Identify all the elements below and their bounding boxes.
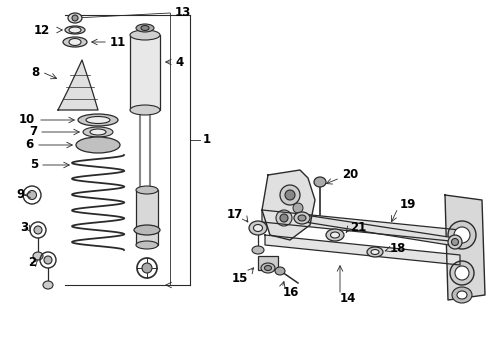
Text: 5: 5 (30, 158, 38, 171)
Ellipse shape (68, 13, 82, 23)
Text: 13: 13 (175, 6, 191, 19)
Ellipse shape (285, 190, 294, 200)
Ellipse shape (274, 267, 285, 275)
Bar (130, 35, 160, 110)
Ellipse shape (78, 114, 118, 126)
Text: 17: 17 (226, 208, 243, 221)
Text: 20: 20 (341, 168, 358, 181)
Text: 8: 8 (32, 66, 40, 78)
Ellipse shape (253, 225, 262, 231)
Polygon shape (305, 215, 454, 246)
Ellipse shape (65, 26, 85, 34)
Ellipse shape (34, 226, 42, 234)
Polygon shape (262, 170, 314, 240)
Text: 4: 4 (175, 55, 183, 68)
Ellipse shape (450, 238, 458, 246)
Text: 18: 18 (389, 242, 406, 255)
Text: 6: 6 (25, 139, 33, 152)
Ellipse shape (136, 24, 154, 32)
Text: 1: 1 (203, 134, 211, 147)
Ellipse shape (142, 263, 152, 273)
Ellipse shape (83, 127, 113, 137)
Ellipse shape (33, 252, 43, 260)
Ellipse shape (370, 249, 378, 255)
Ellipse shape (330, 232, 339, 238)
Text: 15: 15 (231, 271, 247, 284)
Ellipse shape (447, 235, 461, 249)
Ellipse shape (297, 215, 305, 221)
Ellipse shape (280, 214, 287, 222)
Polygon shape (262, 210, 459, 242)
Ellipse shape (325, 229, 343, 241)
Ellipse shape (313, 177, 325, 187)
Text: 16: 16 (283, 285, 299, 298)
Ellipse shape (261, 263, 274, 273)
Ellipse shape (248, 221, 266, 235)
Ellipse shape (27, 190, 37, 199)
Ellipse shape (280, 185, 299, 205)
Text: 11: 11 (110, 36, 126, 49)
Text: 12: 12 (34, 23, 50, 36)
Ellipse shape (130, 30, 160, 40)
Ellipse shape (264, 265, 271, 270)
Polygon shape (264, 235, 459, 265)
Bar (258, 256, 278, 270)
Ellipse shape (130, 105, 160, 115)
Text: 19: 19 (399, 198, 415, 211)
Ellipse shape (251, 246, 264, 254)
Ellipse shape (69, 39, 81, 45)
Polygon shape (444, 195, 484, 300)
Text: 2: 2 (28, 256, 36, 269)
Text: 3: 3 (20, 221, 28, 234)
Ellipse shape (90, 129, 106, 135)
Ellipse shape (86, 117, 110, 123)
Bar (136, 190, 158, 245)
Text: 10: 10 (19, 113, 35, 126)
Ellipse shape (76, 137, 120, 153)
Ellipse shape (136, 186, 158, 194)
Ellipse shape (63, 37, 87, 47)
Ellipse shape (292, 203, 303, 213)
Ellipse shape (134, 225, 160, 235)
Ellipse shape (69, 27, 81, 33)
Text: 21: 21 (349, 221, 366, 234)
Ellipse shape (447, 221, 475, 249)
Ellipse shape (72, 15, 78, 21)
Ellipse shape (451, 287, 471, 303)
Text: 9: 9 (16, 189, 24, 202)
Ellipse shape (293, 212, 309, 224)
Ellipse shape (43, 281, 53, 289)
Ellipse shape (453, 227, 469, 243)
Ellipse shape (136, 241, 158, 249)
Text: 7: 7 (29, 126, 37, 139)
Ellipse shape (454, 266, 468, 280)
Ellipse shape (449, 261, 473, 285)
Polygon shape (58, 60, 98, 110)
Ellipse shape (456, 291, 466, 299)
Ellipse shape (141, 26, 149, 31)
Text: 14: 14 (339, 292, 356, 305)
Ellipse shape (44, 256, 52, 264)
Ellipse shape (275, 210, 291, 226)
Ellipse shape (366, 247, 382, 257)
